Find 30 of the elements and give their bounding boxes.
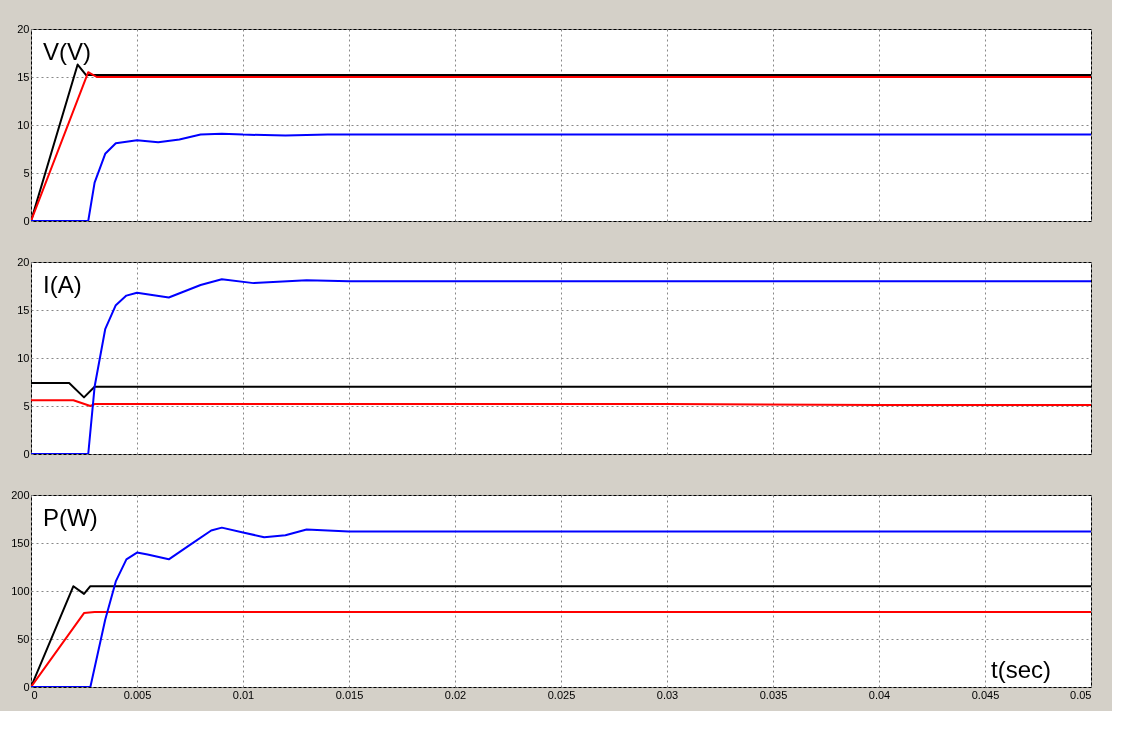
annotation: I(A) [43,271,82,298]
y-tick-label: 50 [17,632,30,645]
x-tick-label: 0.03 [656,688,679,701]
y-tick-label: 5 [23,399,30,412]
x-tick-label: 0.05 [1070,688,1092,701]
y-tick-label: 200 [11,488,30,501]
y-tick-label: 0 [23,214,30,227]
x-tick-label: 0 [31,688,38,701]
x-tick-label: 0.005 [123,688,152,701]
y-tick-label: 10 [17,351,30,364]
y-tick-label: 20 [17,255,30,268]
y-tick-label: 150 [11,536,30,549]
y-tick-label: 5 [23,166,30,179]
y-tick-label: 20 [17,22,30,35]
y-tick-label: 10 [17,118,30,131]
x-tick-label: 0.04 [868,688,891,701]
x-axis-title: t(sec) [991,656,1051,683]
x-tick-label: 0.045 [971,688,1000,701]
x-tick-label: 0.02 [444,688,467,701]
y-tick-label: 100 [11,584,30,597]
annotation: P(W) [43,504,98,531]
x-tick-label: 0.035 [759,688,788,701]
y-tick-label: 0 [23,680,30,693]
x-tick-label: 0.01 [232,688,255,701]
x-tick-label: 0.025 [547,688,576,701]
annotation: V(V) [43,38,91,65]
y-tick-label: 15 [17,70,30,83]
y-tick-label: 15 [17,303,30,316]
y-tick-label: 0 [23,447,30,460]
x-tick-label: 0.015 [335,688,364,701]
